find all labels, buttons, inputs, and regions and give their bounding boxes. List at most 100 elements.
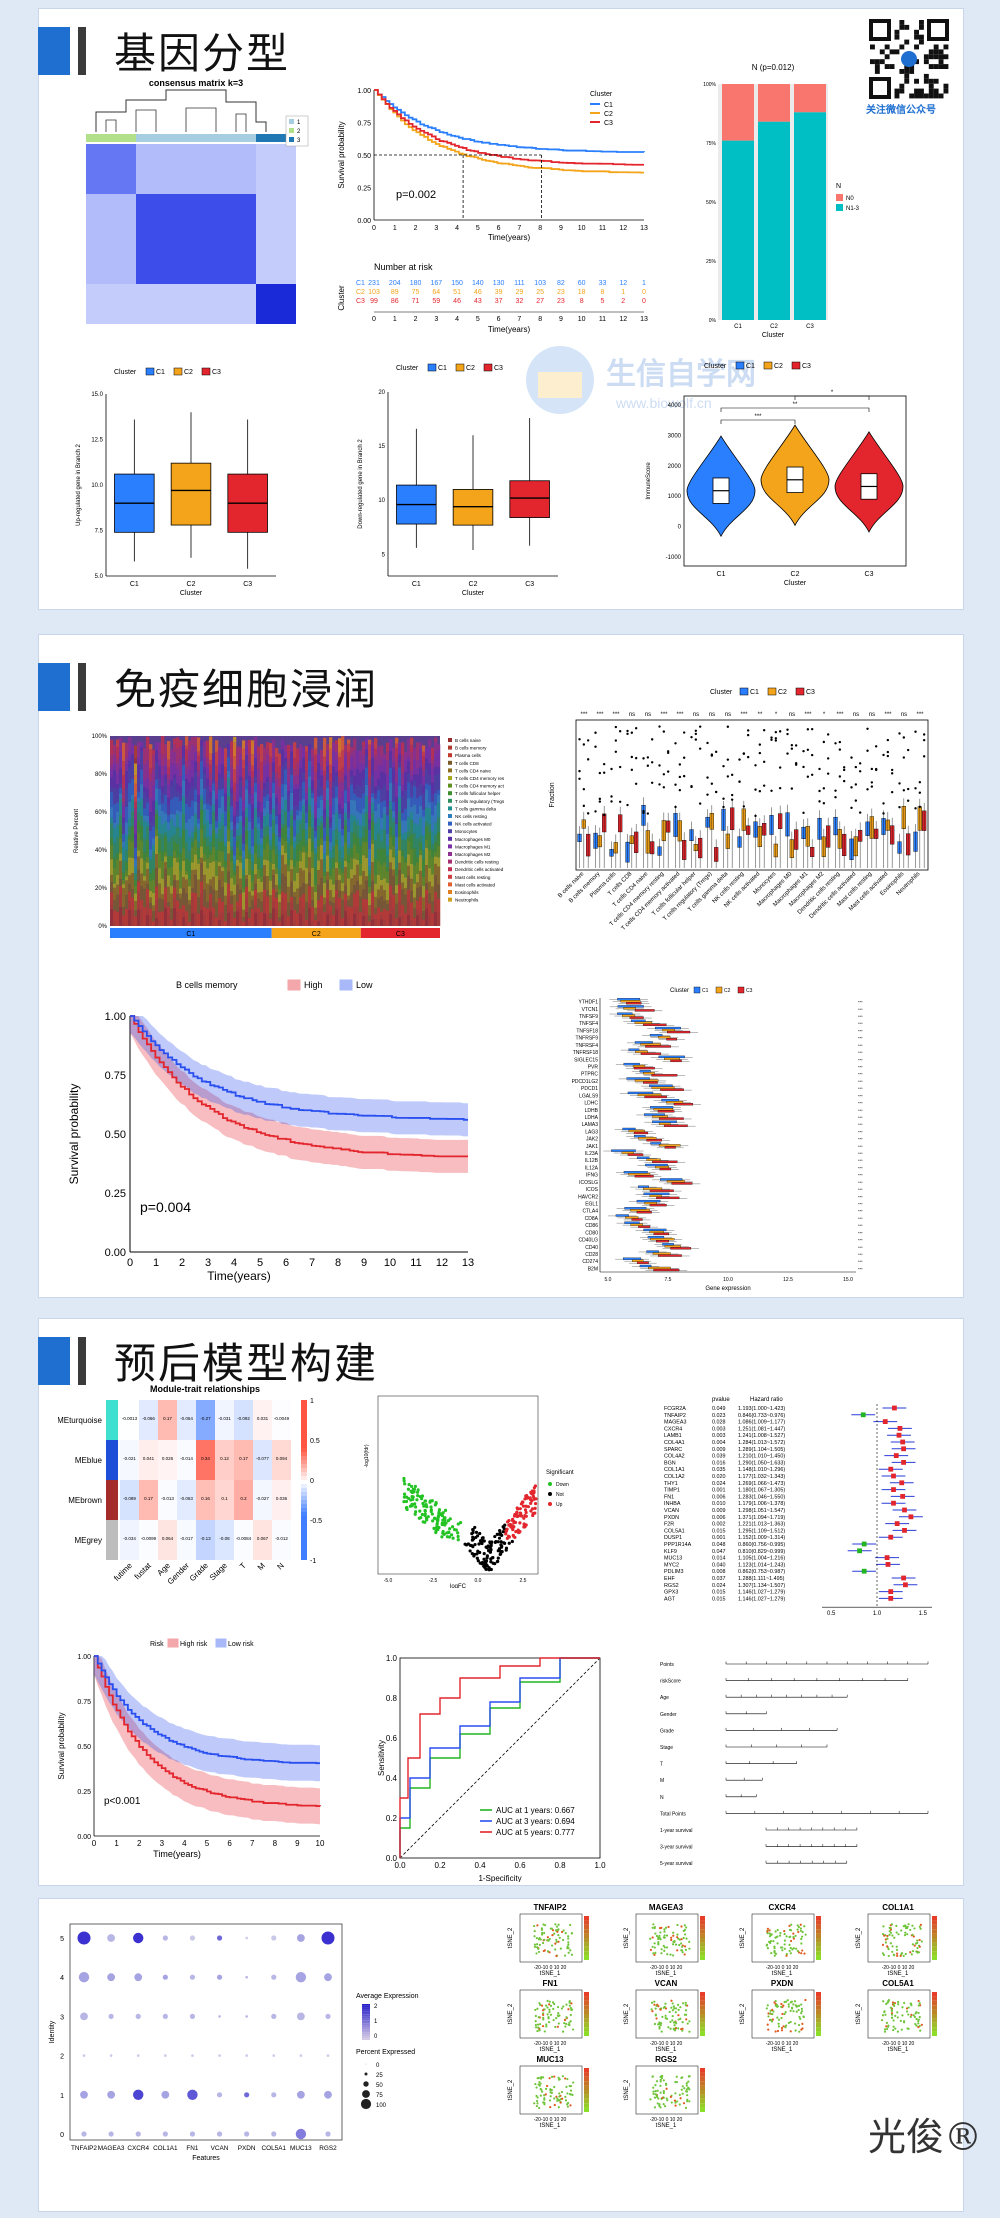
forest-marker bbox=[902, 1507, 907, 1513]
tsne-xticks: -20-10 0 10 20 bbox=[534, 1965, 567, 1971]
gene-box-ytick: TNFSF4 bbox=[579, 1021, 598, 1027]
box-plot-up-regulated: Cluster C1 C2 C3 5.0 7.5 10.0 12.5 15.0 Up-regula… bbox=[76, 367, 276, 597]
risk-cell: 25 bbox=[536, 289, 544, 296]
wgcna-cell-value: -0.0049 bbox=[274, 1416, 290, 1421]
gene-box-ytick: YTHDF1 bbox=[579, 1000, 599, 1006]
km2-xtick: 7 bbox=[309, 1257, 315, 1269]
km-curve-cluster: 0.000.250.500.751.000 1 2 3 4 5 6 7 8 9 10 11 12 13Su… bbox=[337, 88, 648, 334]
stack-n-bar-n0 bbox=[758, 84, 790, 122]
stack-imm-group-bar bbox=[360, 928, 440, 938]
forest-hr: 1.146(1.027~1.279) bbox=[738, 1596, 785, 1602]
dotplot-dot bbox=[161, 2090, 170, 2099]
risk-xtick: 0 bbox=[372, 316, 376, 323]
wgcna-cell-value: -0.063 bbox=[180, 1496, 193, 1501]
box-imm-sig: *** bbox=[660, 712, 668, 718]
box-imm-sig: ns bbox=[789, 712, 795, 718]
stack-n-xtick: C3 bbox=[806, 324, 814, 330]
gene-box-sig: *** bbox=[858, 1252, 863, 1257]
risk-cell: 23 bbox=[557, 289, 565, 296]
dotplot-dot bbox=[244, 2131, 250, 2137]
box-ytick: 15 bbox=[378, 444, 385, 450]
km3-xtick: 7 bbox=[250, 1839, 255, 1848]
km2-xtick: 11 bbox=[410, 1257, 421, 1269]
risk-table-title: Number at risk bbox=[374, 262, 433, 272]
qr-code-icon bbox=[868, 18, 950, 100]
tsne-title: TNFAIP2 bbox=[534, 1903, 567, 1912]
gene-box-sig: *** bbox=[858, 1086, 863, 1091]
wgcna-cell bbox=[158, 1400, 177, 1440]
gene-box-ytick: PDCD1 bbox=[581, 1086, 598, 1092]
risk-group: C1 bbox=[356, 280, 365, 287]
km2-legend-item: High bbox=[304, 980, 323, 990]
forest-plot-hazard-ratio: pvalue Hazard ratio FCGR2A 0.049 1.193(1.000… bbox=[664, 1397, 932, 1616]
gene-box-sig: *** bbox=[858, 1014, 863, 1019]
forest-pvalue: 0.006 bbox=[712, 1515, 726, 1521]
tsne-title: COL1A1 bbox=[882, 1903, 914, 1912]
forest-gene: INHBA bbox=[664, 1501, 681, 1507]
gene-box-ytick: ICOS bbox=[586, 1187, 599, 1193]
consensus-matrix: consensus matrix k=3 1 2 3 bbox=[86, 78, 309, 324]
km-legend-title: Cluster bbox=[590, 91, 613, 98]
dotplot-dot bbox=[245, 2054, 248, 2057]
gene-box-sig: *** bbox=[858, 1122, 863, 1127]
wgcna-cell bbox=[253, 1520, 272, 1560]
tsne-ylabel: tSNE_2 bbox=[508, 2003, 514, 2024]
dotplot-dot bbox=[80, 2090, 88, 2099]
dotplot-dot bbox=[133, 1932, 144, 1944]
forest-hr: 1.290(1.050~1.633) bbox=[738, 1460, 785, 1466]
forest-pvalue: 0.048 bbox=[712, 1542, 726, 1548]
km3-legend-item: High risk bbox=[180, 1641, 208, 1648]
forest-hr: 1.307(1.134~1.507) bbox=[738, 1583, 785, 1589]
box-xtick: C3 bbox=[243, 581, 252, 588]
stack-imm-legend-item: T cells gamma delta bbox=[455, 806, 496, 811]
km2-xtick: 13 bbox=[462, 1257, 474, 1269]
section-header-1: 基因分型 bbox=[38, 20, 290, 81]
volcano-xtick: -2.5 bbox=[429, 1578, 438, 1584]
risk-cell: 82 bbox=[557, 280, 565, 287]
wgcna-scale-tick: 1 bbox=[310, 1398, 314, 1405]
km2-xlabel: Time(years) bbox=[207, 1269, 271, 1283]
forest-marker bbox=[860, 1412, 866, 1418]
risk-cell: 140 bbox=[472, 280, 484, 287]
tsne-xlabel: tSNE_1 bbox=[888, 2047, 909, 2053]
forest-gene: COL1A2 bbox=[664, 1474, 685, 1480]
tsne-xticks: -20-10 0 10 20 bbox=[882, 1965, 915, 1971]
wgcna-cell bbox=[272, 1480, 291, 1520]
dotplot-dot bbox=[244, 2092, 250, 2098]
forest-gene: PDLIM3 bbox=[664, 1569, 683, 1575]
tsne-title: CXCR4 bbox=[768, 1903, 796, 1912]
dotplot-dot bbox=[81, 2131, 87, 2137]
stack-imm-legend-item: B cells naive bbox=[455, 738, 481, 743]
box-xtick: C2 bbox=[469, 581, 478, 588]
km-xtick: 2 bbox=[414, 225, 418, 232]
dotplot-dot bbox=[82, 2054, 86, 2057]
box-legend-title: Cluster bbox=[396, 365, 419, 372]
forest-pvalue: 0.003 bbox=[712, 1426, 726, 1432]
dotplot-dot bbox=[325, 2131, 331, 2137]
gene-box-sig: *** bbox=[858, 1144, 863, 1149]
forest-gene: COL5A1 bbox=[664, 1528, 685, 1534]
gene-box-ytick: ICOSLG bbox=[579, 1180, 598, 1186]
gene-box-ytick: IL23A bbox=[585, 1151, 599, 1157]
forest-marker bbox=[884, 1555, 890, 1560]
dotplot-avg-tick: 0 bbox=[374, 2034, 378, 2040]
forest-hr-head: Hazard ratio bbox=[750, 1397, 783, 1403]
box-imm-sig: *** bbox=[580, 712, 588, 718]
box-xlabel: Cluster bbox=[462, 590, 485, 597]
km2-xtick: 6 bbox=[283, 1257, 289, 1269]
risk-cell: 8 bbox=[580, 298, 584, 305]
dotplot-dot bbox=[218, 2015, 221, 2018]
stack-imm-group-label: C1 bbox=[186, 931, 195, 938]
dotplot-dot bbox=[295, 1972, 307, 1983]
wgcna-row-color bbox=[106, 1520, 118, 1560]
wgcna-cell-value: -0.064 bbox=[180, 1416, 193, 1421]
dotplot-dot bbox=[324, 1973, 332, 1982]
forest-gene: TNFAIP2 bbox=[664, 1413, 686, 1419]
gene-box-ytick: LAMA3 bbox=[582, 1122, 599, 1128]
km3-xtick: 9 bbox=[295, 1839, 300, 1848]
forest-gene: FCGR2A bbox=[664, 1406, 686, 1412]
dotplot-ylabel: Identity bbox=[49, 2020, 56, 2043]
forest-pvalue: 0.028 bbox=[712, 1420, 726, 1426]
stack-imm-legend-item: NK cells resting bbox=[455, 814, 487, 819]
violin-legend-item: C3 bbox=[802, 363, 811, 370]
